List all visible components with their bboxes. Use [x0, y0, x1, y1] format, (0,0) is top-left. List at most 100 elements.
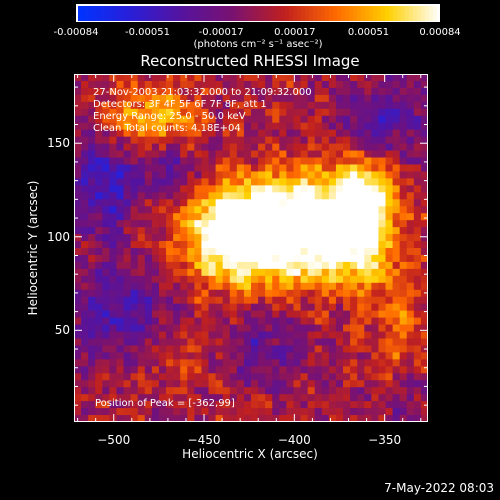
- heatmap-cell: [279, 387, 287, 395]
- heatmap-cell: [420, 178, 428, 186]
- heatmap-cell: [187, 150, 195, 159]
- heatmap-cell: [307, 303, 316, 312]
- colorbar-segment: [409, 5, 414, 23]
- colorbar-segment: [201, 5, 206, 23]
- heatmap-cell: [151, 345, 160, 353]
- heatmap-cell: [265, 248, 273, 256]
- heatmap-cell: [364, 394, 372, 402]
- heatmap-cell: [116, 108, 125, 117]
- heatmap-cell: [314, 227, 323, 235]
- heatmap-cell: [144, 80, 153, 89]
- heatmap-cell: [123, 80, 132, 89]
- heatmap-cell: [335, 331, 344, 339]
- heatmap-cell: [88, 122, 96, 131]
- heatmap-cell: [173, 178, 181, 186]
- heatmap-cell: [343, 94, 351, 103]
- heatmap-cell: [236, 164, 245, 172]
- heatmap-cell: [215, 150, 224, 159]
- heatmap-cell: [371, 220, 379, 228]
- heatmap-cell: [307, 415, 316, 422]
- heatmap-cell: [364, 380, 372, 388]
- heatmap-cell: [350, 101, 358, 110]
- heatmap-cell: [399, 261, 408, 270]
- heatmap-cell: [272, 254, 280, 263]
- heatmap-cell: [286, 87, 294, 96]
- heatmap-cell: [258, 150, 266, 159]
- heatmap-cell: [286, 415, 294, 422]
- heatmap-cell: [74, 331, 82, 339]
- heatmap-cell: [350, 338, 358, 346]
- heatmap-cell: [187, 87, 195, 96]
- heatmap-cell: [173, 164, 181, 172]
- colorbar-segment: [381, 5, 386, 23]
- heatmap-cell: [229, 296, 238, 305]
- heatmap-cell: [286, 143, 294, 152]
- heatmap-cell: [166, 178, 174, 186]
- heatmap-cell: [413, 157, 422, 165]
- heatmap-cell: [399, 206, 408, 214]
- heatmap-cell: [364, 366, 372, 374]
- heatmap-cell: [279, 143, 287, 152]
- heatmap-cell: [180, 282, 188, 291]
- heatmap-cell: [335, 408, 344, 416]
- heatmap-cell: [102, 115, 110, 124]
- heatmap-cell: [321, 80, 330, 89]
- heatmap-cell: [406, 136, 415, 145]
- heatmap-cell: [300, 178, 309, 186]
- heatmap-cell: [74, 303, 82, 312]
- heatmap-cell: [251, 185, 259, 193]
- heatmap-cell: [123, 101, 132, 110]
- heatmap-cell: [95, 338, 103, 346]
- heatmap-cell: [95, 366, 103, 374]
- heatmap-cell: [243, 199, 252, 207]
- heatmap-cell: [215, 352, 224, 360]
- heatmap-cell: [364, 122, 372, 131]
- heatmap-cell: [258, 401, 266, 409]
- heatmap-cell: [208, 401, 217, 409]
- heatmap-cell: [180, 150, 188, 159]
- heatmap-cell: [279, 87, 287, 96]
- heatmap-cell: [74, 268, 82, 277]
- heatmap-cell: [335, 359, 344, 367]
- heatmap-cell: [350, 241, 358, 249]
- heatmap-cell: [258, 213, 266, 221]
- heatmap-cell: [130, 338, 139, 346]
- heatmap-cell: [88, 136, 96, 145]
- heatmap-cell: [243, 108, 252, 117]
- heatmap-cell: [392, 248, 401, 256]
- heatmap-cell: [158, 227, 167, 235]
- heatmap-cell: [236, 331, 245, 339]
- heatmap-cell: [102, 248, 110, 256]
- heatmap-cell: [258, 157, 266, 165]
- heatmap-cell: [406, 275, 415, 284]
- heatmap-cell: [95, 136, 103, 145]
- heatmap-cell: [236, 352, 245, 360]
- heatmap-cell: [413, 296, 422, 305]
- colorbar-segment: [245, 5, 250, 23]
- heatmap-cell: [81, 303, 89, 312]
- heatmap-cell: [420, 136, 428, 145]
- heatmap-cell: [109, 282, 117, 291]
- heatmap-cell: [343, 220, 351, 228]
- heatmap-cell: [406, 171, 415, 179]
- heatmap-cell: [350, 115, 358, 124]
- heatmap-cell: [286, 94, 294, 103]
- heatmap-cell: [81, 338, 89, 346]
- heatmap-cell: [335, 241, 344, 249]
- heatmap-cell: [95, 248, 103, 256]
- heatmap-cell: [286, 206, 294, 214]
- heatmap-cell: [300, 227, 309, 235]
- heatmap-cell: [187, 254, 195, 263]
- heatmap-cell: [144, 164, 153, 172]
- heatmap-cell: [357, 80, 365, 89]
- heatmap-cell: [95, 289, 103, 298]
- heatmap-cell: [385, 331, 394, 339]
- colorbar-segment: [257, 5, 262, 23]
- heatmap-cell: [307, 317, 316, 326]
- heatmap-cell: [392, 157, 401, 165]
- heatmap-cell: [123, 401, 132, 409]
- heatmap-cell: [307, 241, 316, 249]
- heatmap-cell: [258, 254, 266, 263]
- heatmap-cell: [74, 108, 82, 117]
- heatmap-cell: [173, 268, 181, 277]
